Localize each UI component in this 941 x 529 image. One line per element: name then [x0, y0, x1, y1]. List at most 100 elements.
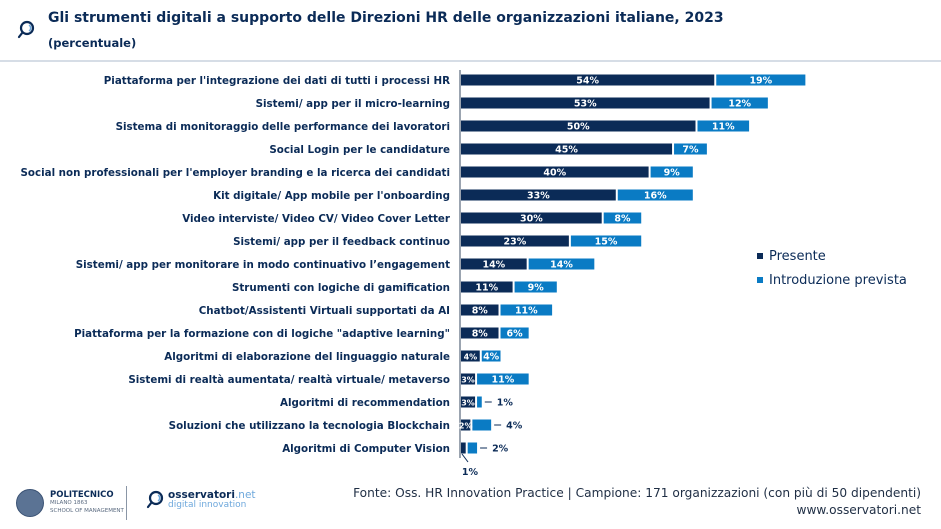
category-label: Social non professionali per l'employer … — [21, 167, 451, 179]
data-label-presente: 4% — [464, 353, 478, 362]
bar-presente — [461, 74, 715, 86]
bar-presente — [461, 97, 710, 109]
osservatori-suffix: .net — [234, 489, 256, 501]
politecnico-seal — [16, 489, 44, 517]
data-label-presente: 45% — [555, 145, 578, 156]
bar-introduzione-prevista — [467, 442, 478, 454]
legend-swatch-introduzione — [757, 277, 763, 283]
data-label-introduzione-prevista: 6% — [507, 329, 524, 340]
data-label-presente: 3% — [461, 376, 475, 385]
bar-presente — [461, 212, 602, 224]
data-label-presente: 30% — [520, 214, 543, 225]
bar-presente — [461, 373, 476, 385]
data-label-presente: 3% — [461, 399, 475, 408]
bar-introduzione-prevista — [716, 74, 806, 86]
data-label-introduzione-prevista: 7% — [682, 145, 699, 156]
bar-introduzione-prevista — [603, 212, 642, 224]
data-label-presente: 33% — [527, 191, 550, 202]
data-label-presente: 40% — [543, 168, 566, 179]
category-label: Sistemi di realtà aumentata/ realtà virt… — [128, 374, 450, 386]
data-label-presente: 1% — [462, 467, 479, 478]
chart-subtitle: (percentuale) — [48, 36, 137, 50]
data-label-presente: 8% — [472, 306, 489, 317]
bar-presente — [461, 166, 649, 178]
category-label: Soluzioni che utilizzano la tecnologia B… — [169, 420, 450, 432]
leader-line — [461, 453, 469, 463]
politecnico-logo: POLITECNICO MILANO 1863 SCHOOL OF MANAGE… — [16, 489, 124, 517]
legend-item-introduzione: Introduzione prevista — [757, 268, 907, 292]
data-label-introduzione-prevista: 1% — [497, 398, 514, 409]
politecnico-name: POLITECNICO — [50, 490, 114, 500]
bar-introduzione-prevista — [481, 350, 501, 362]
bar-presente — [461, 189, 616, 201]
category-label: Sistemi/ app per il feedback continuo — [233, 236, 450, 248]
bar-presente — [461, 396, 476, 408]
category-label: Sistemi/ app per il micro-learning — [256, 98, 450, 110]
category-label: Piattaforma per l'integrazione dei dati … — [104, 75, 450, 87]
osservatori-logo: osservatori.net digital innovation — [146, 490, 256, 510]
bar-introduzione-prevista — [514, 281, 557, 293]
data-label-introduzione-prevista: 14% — [550, 260, 573, 271]
legend-item-presente: Presente — [757, 244, 907, 268]
category-label: Algoritmi di elaborazione del linguaggio… — [164, 351, 450, 363]
data-label-introduzione-prevista: 2% — [492, 444, 509, 455]
osservatori-tagline: digital innovation — [168, 500, 247, 510]
osservatori-name: osservatori — [168, 489, 235, 501]
bar-introduzione-prevista — [711, 97, 768, 109]
bar-introduzione-prevista — [477, 373, 529, 385]
data-label-introduzione-prevista: 19% — [749, 76, 772, 87]
data-label-introduzione-prevista: 11% — [515, 306, 538, 317]
data-label-introduzione-prevista: 11% — [491, 375, 514, 386]
bar-presente — [461, 281, 513, 293]
source-text: Fonte: Oss. HR Innovation Practice | Cam… — [353, 486, 921, 500]
politecnico-city: MILANO 1863 — [50, 500, 88, 506]
legend: Presente Introduzione prevista — [757, 244, 907, 292]
legend-label-introduzione: Introduzione prevista — [769, 272, 907, 288]
data-label-presente: 53% — [574, 99, 597, 110]
category-label: Sistemi/ app per monitorare in modo cont… — [76, 259, 450, 271]
data-label-introduzione-prevista: 4% — [483, 352, 500, 363]
category-label: Algoritmi di recommendation — [280, 397, 450, 409]
bar-introduzione-prevista — [617, 189, 693, 201]
bar-presente — [461, 143, 673, 155]
data-label-introduzione-prevista: 11% — [712, 122, 735, 133]
category-label: Strumenti con logiche di gamification — [232, 282, 450, 294]
data-label-presente: 11% — [475, 283, 498, 294]
logo-divider — [126, 486, 127, 520]
category-label: Sistema di monitoraggio delle performanc… — [116, 121, 450, 133]
bar-presente — [461, 235, 569, 247]
data-label-presente: 50% — [567, 122, 590, 133]
bar-introduzione-prevista — [500, 304, 553, 316]
data-label-introduzione-prevista: 16% — [644, 191, 667, 202]
chart-title: Gli strumenti digitali a supporto delle … — [48, 10, 724, 26]
website-link[interactable]: www.osservatori.net — [796, 503, 921, 517]
category-label: Piattaforma per la formazione con di log… — [74, 328, 450, 340]
category-label: Algoritmi di Computer Vision — [282, 443, 450, 455]
bar-presente — [461, 350, 480, 362]
data-label-introduzione-prevista: 12% — [728, 99, 751, 110]
politecnico-school: SCHOOL OF MANAGEMENT — [50, 508, 124, 514]
category-label: Chatbot/Assistenti Virtuali supportati d… — [199, 305, 450, 317]
data-label-presente: 2% — [459, 422, 473, 431]
data-label-presente: 8% — [472, 329, 489, 340]
bar-introduzione-prevista — [500, 327, 529, 339]
bar-presente — [461, 304, 499, 316]
category-label: Video interviste/ Video CV/ Video Cover … — [182, 213, 451, 225]
legend-label-presente: Presente — [769, 248, 826, 264]
bar-presente — [461, 442, 466, 454]
bar-introduzione-prevista — [528, 258, 595, 270]
osservatori-icon — [146, 490, 164, 509]
data-label-introduzione-prevista: 9% — [528, 283, 545, 294]
data-label-introduzione-prevista: 9% — [664, 168, 681, 179]
data-label-introduzione-prevista: 8% — [614, 214, 631, 225]
bar-introduzione-prevista — [697, 120, 750, 132]
bar-introduzione-prevista — [477, 396, 482, 408]
category-label: Kit digitale/ App mobile per l'onboardin… — [213, 190, 450, 202]
category-label: Social Login per le candidature — [269, 144, 450, 156]
data-label-introduzione-prevista: 4% — [506, 421, 523, 432]
bar-introduzione-prevista — [472, 419, 492, 431]
bar-chart: Piattaforma per l'integrazione dei dati … — [21, 70, 806, 478]
header-divider — [0, 60, 941, 62]
legend-swatch-presente — [757, 253, 763, 259]
bar-introduzione-prevista — [674, 143, 707, 155]
